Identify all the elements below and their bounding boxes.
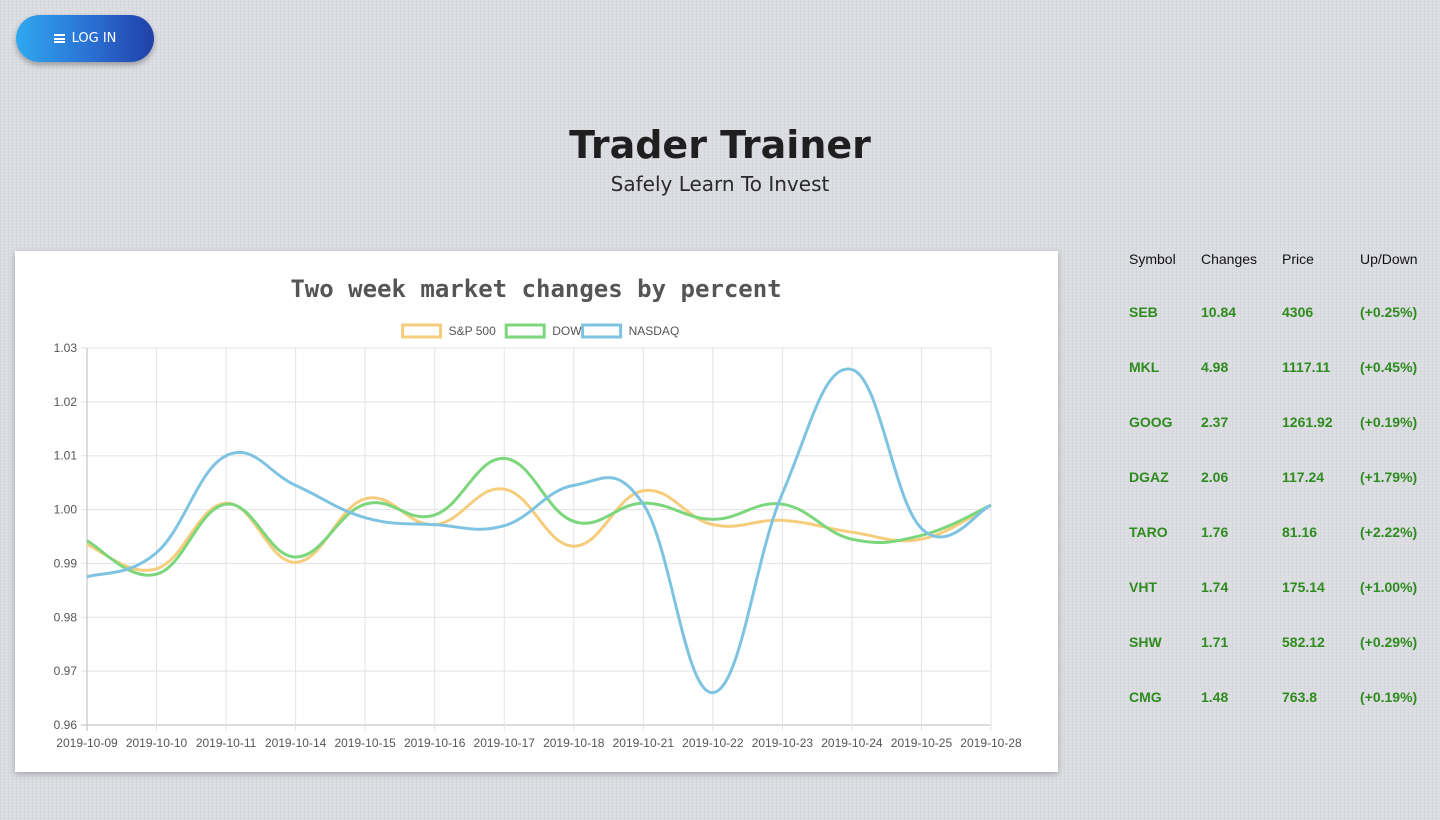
ticker-row[interactable]: TARO 1.76 81.16 (+2.22%) (1129, 504, 1429, 559)
ticker-price: 4306 (1282, 304, 1314, 320)
ticker-updown: (+2.22%) (1360, 523, 1418, 540)
ticker-updown: (+0.19%) (1360, 413, 1418, 430)
menu-icon (53, 34, 65, 43)
x-tick-label: 2019-10-09 (56, 736, 118, 750)
y-tick-label: 0.98 (54, 610, 78, 624)
ticker-updown: (+0.45%) (1360, 358, 1418, 375)
ticker-symbol: SEB (1129, 304, 1158, 320)
ticker-updown: (+0.19%) (1360, 688, 1418, 705)
series-line-nasdaq (86, 367, 992, 695)
y-tick-label: 1.02 (54, 395, 78, 409)
x-tick-label: 2019-10-28 (960, 736, 1022, 750)
chart-series (86, 367, 992, 695)
market-chart: Two week market changes by percent 1.031… (54, 275, 1022, 750)
x-tick-label: 2019-10-10 (126, 736, 188, 750)
ticker-symbol: TARO (1129, 523, 1168, 540)
legend-swatch (581, 323, 623, 339)
ticker-row[interactable]: VHT 1.74 175.14 (+1.00%) (1129, 559, 1429, 614)
ticker-price: 763.8 (1282, 688, 1318, 705)
header-updown: Up/Down (1360, 251, 1418, 267)
y-tick-label: 0.99 (54, 556, 78, 570)
ticker-change: 2.37 (1201, 413, 1229, 430)
ticker-updown: (+1.79%) (1360, 468, 1418, 485)
ticker-header-row: Symbol Changes Price Up/Down (1129, 249, 1429, 269)
y-tick-label: 1.01 (54, 449, 78, 463)
ticker-price: 117.24 (1282, 468, 1325, 485)
x-tick-label: 2019-10-16 (404, 736, 466, 750)
legend-item-s-p-500[interactable]: S&P 500 (401, 323, 496, 339)
y-tick-label: 0.96 (54, 718, 78, 732)
ticker-table: Symbol Changes Price Up/Down SEB 10.84 4… (1129, 249, 1429, 724)
ticker-row[interactable]: CMG 1.48 763.8 (+0.19%) (1129, 669, 1429, 724)
series-line-s-p-500 (86, 487, 992, 572)
ticker-price: 1261.92 (1282, 413, 1333, 430)
login-label: LOG IN (71, 31, 117, 46)
ticker-row[interactable]: GOOG 2.37 1261.92 (+0.19%) (1129, 394, 1429, 449)
y-axis-ticks: 1.03 1.02 1.01 1.00 0.99 0.98 0.97 0.96 (54, 341, 78, 732)
y-tick-label: 1.03 (54, 341, 78, 355)
page-header: Trader Trainer Safely Learn To Invest (0, 122, 1440, 198)
ticker-row[interactable]: SHW 1.71 582.12 (+0.29%) (1129, 614, 1429, 669)
ticker-change: 1.48 (1201, 688, 1229, 705)
y-tick-label: 0.97 (54, 664, 78, 678)
x-tick-label: 2019-10-23 (752, 736, 814, 750)
ticker-price: 81.16 (1282, 523, 1318, 540)
legend-label: S&P 500 (449, 324, 496, 338)
market-chart-card: Two week market changes by percent 1.03 1… (15, 251, 1058, 772)
page-title: Trader Trainer (569, 123, 871, 167)
ticker-symbol: GOOG (1129, 413, 1173, 430)
chart-grid (81, 347, 992, 731)
ticker-price: 1117.11 (1282, 358, 1331, 375)
ticker-symbol: CMG (1129, 688, 1162, 705)
legend-swatch (401, 323, 443, 339)
x-tick-label: 2019-10-11 (196, 736, 257, 750)
ticker-price: 175.14 (1282, 578, 1325, 595)
ticker-updown: (+0.25%) (1360, 304, 1418, 320)
chart-legend[interactable]: S&P 500 DOW NASDAQ (401, 323, 680, 339)
ticker-row[interactable]: MKL 4.98 1117.11 (+0.45%) (1129, 339, 1429, 394)
x-tick-label: 2019-10-22 (682, 736, 744, 750)
legend-item-nasdaq[interactable]: NASDAQ (581, 323, 680, 339)
ticker-symbol: VHT (1129, 578, 1157, 595)
x-tick-label: 2019-10-14 (265, 736, 327, 750)
ticker-change: 2.06 (1201, 468, 1229, 485)
x-tick-label: 2019-10-21 (613, 736, 675, 750)
page-subtitle: Safely Learn To Invest (610, 172, 830, 196)
ticker-row[interactable]: DGAZ 2.06 117.24 (+1.79%) (1129, 449, 1429, 504)
series-line-dow (86, 456, 992, 577)
x-tick-label: 2019-10-17 (474, 736, 536, 750)
ticker-symbol: SHW (1129, 633, 1162, 650)
ticker-change: 10.84 (1201, 304, 1237, 320)
ticker-updown: (+0.29%) (1360, 633, 1418, 650)
y-tick-label: 1.00 (54, 503, 78, 517)
legend-swatch (504, 323, 546, 339)
ticker-change: 1.74 (1201, 578, 1229, 595)
x-tick-label: 2019-10-25 (891, 736, 953, 750)
header-price: Price (1282, 251, 1314, 267)
x-tick-label: 2019-10-24 (821, 736, 883, 750)
ticker-change: 1.71 (1201, 633, 1229, 650)
legend-item-dow[interactable]: DOW (504, 323, 582, 339)
ticker-change: 4.98 (1201, 358, 1229, 375)
ticker-row[interactable]: SEB 10.84 4306 (+0.25%) (1129, 269, 1429, 339)
ticker-symbol: MKL (1129, 358, 1160, 375)
x-tick-label: 2019-10-18 (543, 736, 605, 750)
header-changes: Changes (1201, 251, 1258, 267)
ticker-updown: (+1.00%) (1360, 578, 1418, 595)
x-axis-ticks: 2019-10-09 2019-10-10 2019-10-11 2019-10-14… (56, 736, 1022, 750)
legend-label: DOW (552, 324, 582, 338)
ticker-change: 1.76 (1201, 523, 1229, 540)
header-symbol: Symbol (1129, 251, 1176, 267)
ticker-symbol: DGAZ (1129, 468, 1169, 485)
chart-title: Two week market changes by percent (290, 275, 781, 303)
legend-label: NASDAQ (629, 324, 680, 338)
x-tick-label: 2019-10-15 (334, 736, 396, 750)
login-button[interactable]: LOG IN (16, 15, 154, 62)
ticker-price: 582.12 (1282, 633, 1325, 650)
